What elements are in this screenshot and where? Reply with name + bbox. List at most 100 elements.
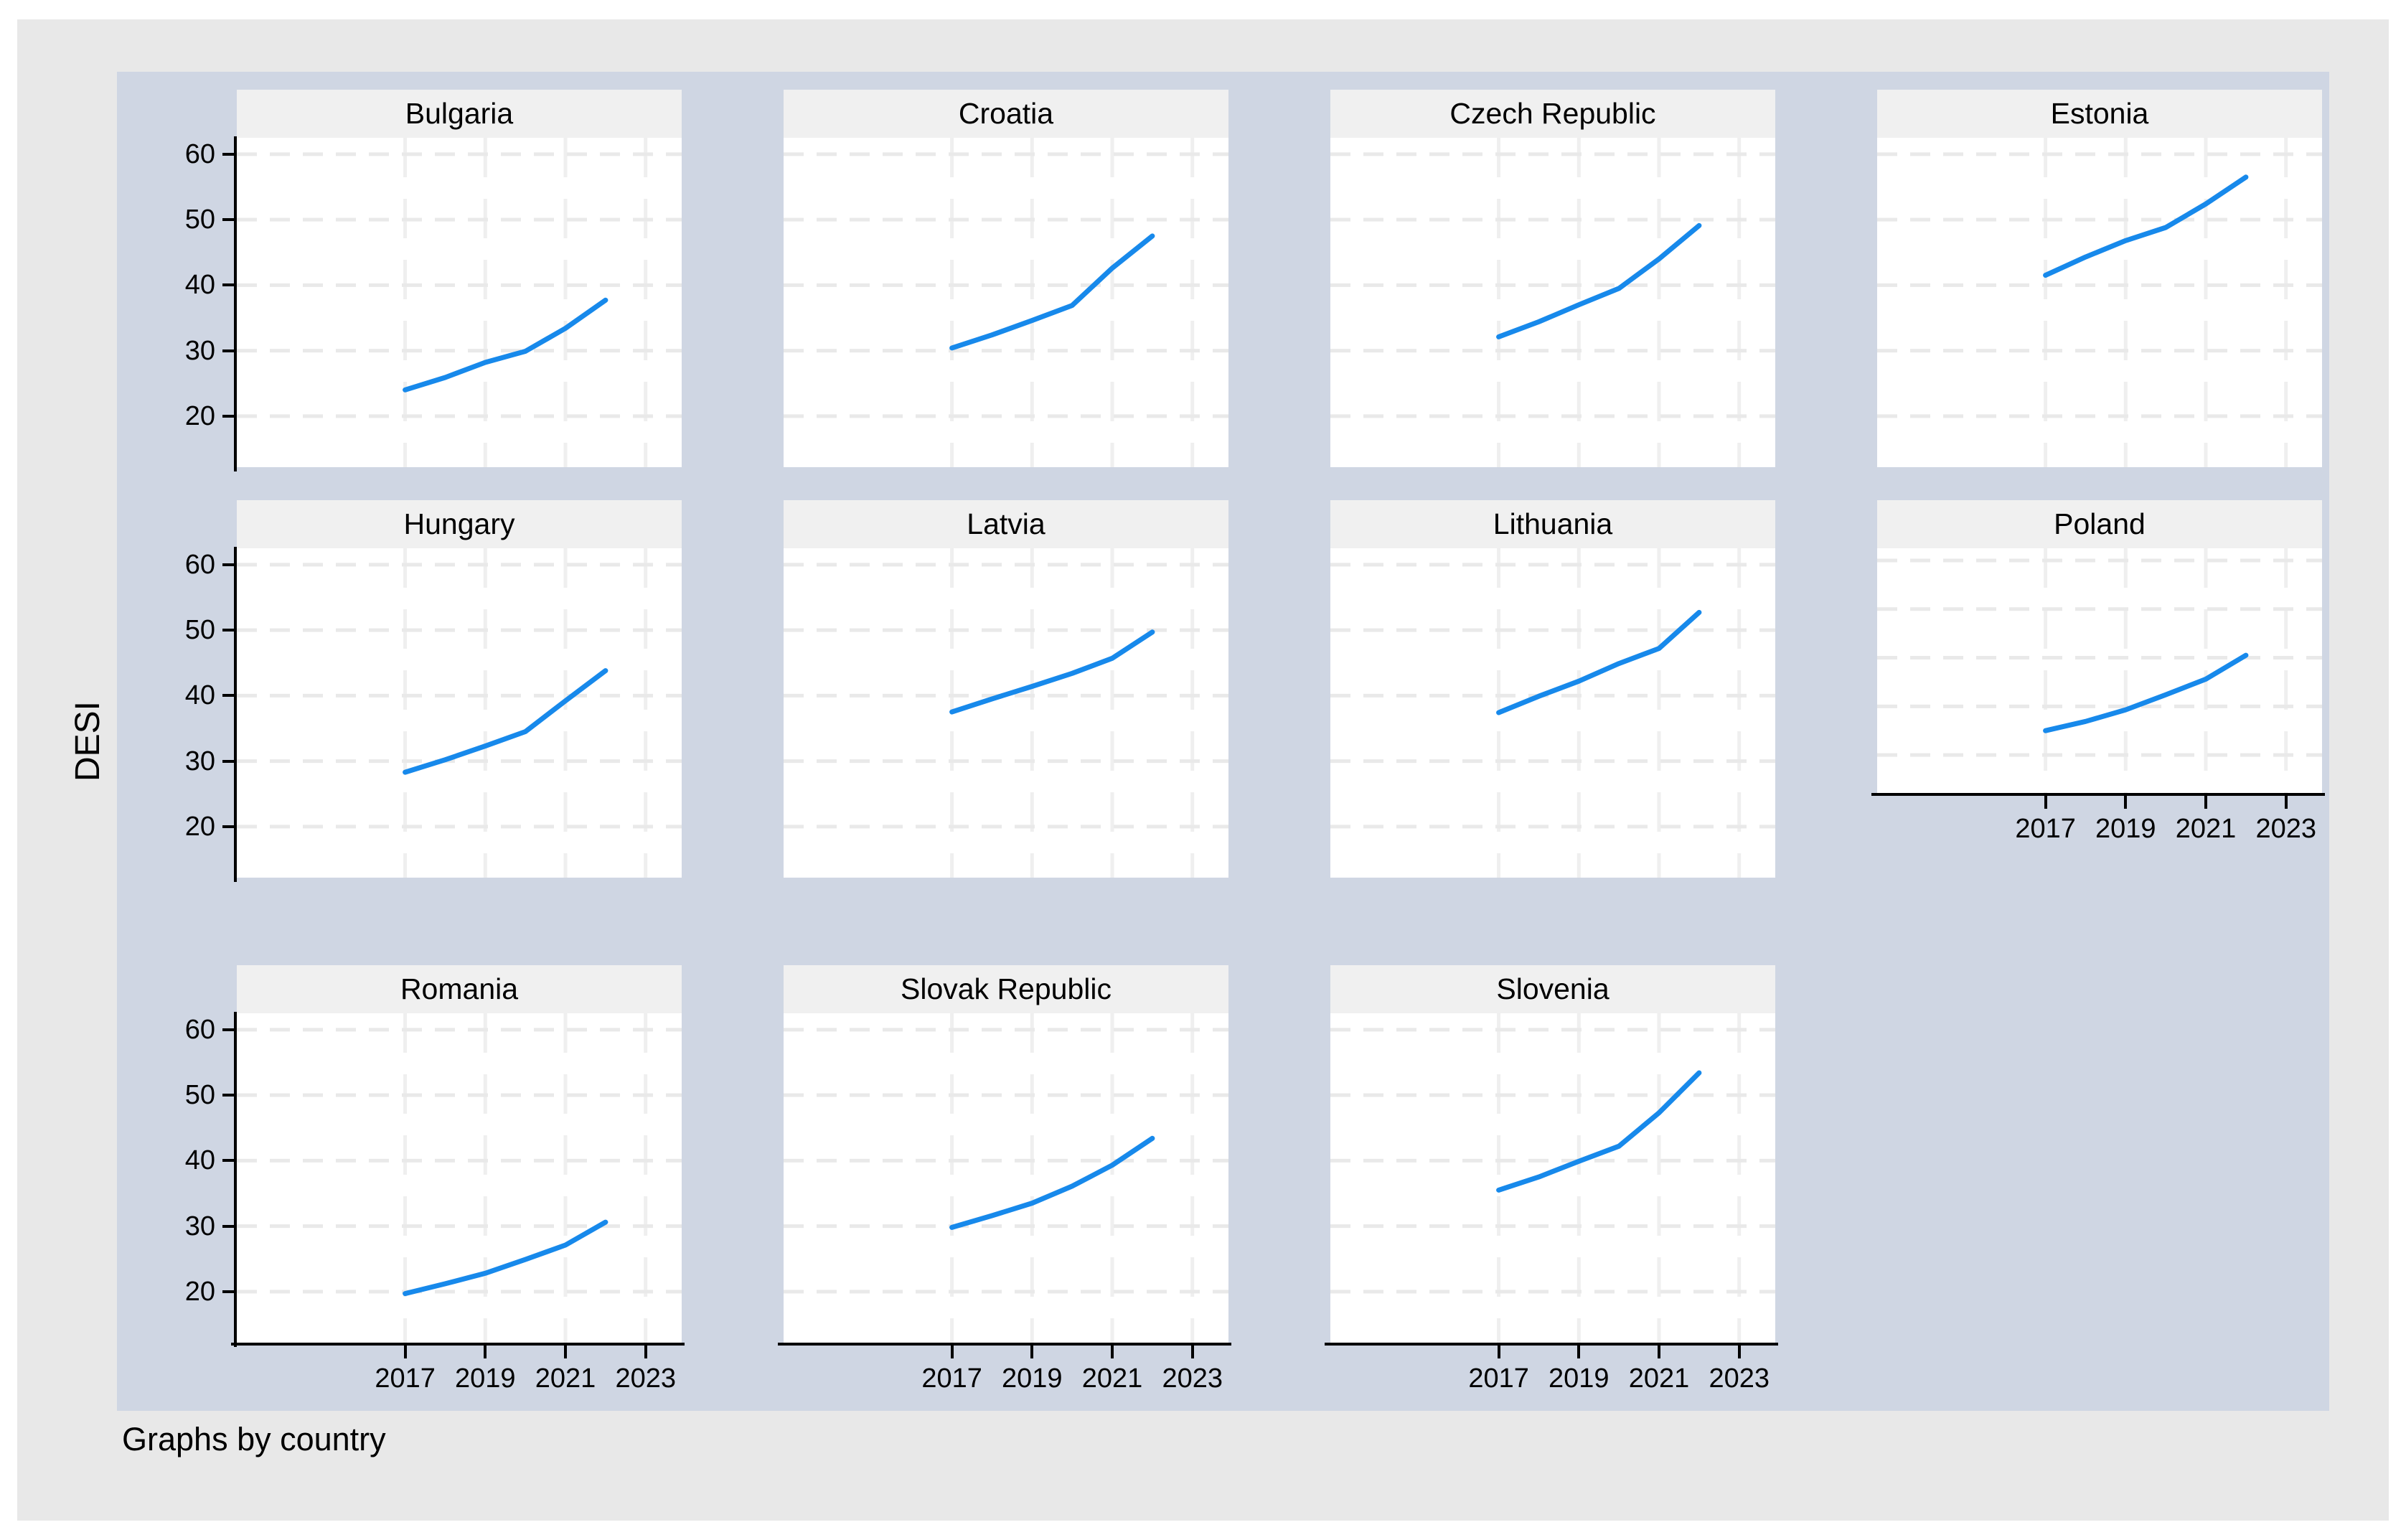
footer-note: Graphs by country: [122, 1421, 386, 1457]
x-tick-mark: [564, 1346, 568, 1358]
x-tick-label: 2023: [1709, 1363, 1770, 1394]
panel-title-latvia: Latvia: [967, 507, 1045, 540]
plot-area-bulgaria: [237, 138, 682, 467]
desi-line-bulgaria: [403, 297, 608, 393]
panel-header-poland: Poland: [1877, 500, 2322, 548]
y-tick-label: 30: [184, 1211, 215, 1241]
x-tick-label: 2017: [921, 1363, 982, 1394]
x-tick-label: 2021: [535, 1363, 596, 1394]
panel-plot-estonia: [1877, 138, 2322, 467]
panel-plot-bulgaria: [237, 138, 682, 467]
y-axis-line: [234, 136, 237, 471]
desi-line-latvia: [949, 629, 1155, 715]
panel-plot-hungary: [237, 548, 682, 878]
panel-header-czech-republic: Czech Republic: [1330, 90, 1775, 138]
x-tick-label: 2023: [2255, 814, 2316, 844]
plot-area-croatia: [784, 138, 1228, 467]
x-axis-line: [1325, 1343, 1778, 1346]
x-tick-mark: [484, 1346, 487, 1358]
x-tick-mark: [1030, 1346, 1034, 1358]
y-tick-mark: [222, 152, 237, 156]
y-axis-line: [234, 1012, 237, 1347]
x-axis-line: [1871, 793, 2325, 796]
panel-plot-czech-republic: [1330, 138, 1775, 467]
y-tick-label: 20: [184, 400, 215, 431]
x-tick-label: 2023: [615, 1363, 676, 1394]
panel-title-bulgaria: Bulgaria: [405, 97, 514, 130]
y-tick-label: 30: [184, 746, 215, 776]
x-tick-mark: [1190, 1346, 1194, 1358]
x-axis-line: [778, 1343, 1231, 1346]
desi-line-croatia: [949, 233, 1155, 351]
x-tick-label: 2019: [1002, 1363, 1063, 1394]
y-tick-label: 60: [184, 1014, 215, 1045]
y-tick-label: 40: [184, 1145, 215, 1176]
y-tick-label: 50: [184, 615, 215, 646]
y-tick-mark: [222, 349, 237, 352]
panel-plot-lithuania: [1330, 548, 1775, 878]
x-tick-mark: [2044, 796, 2047, 809]
panel-plot-slovenia: [1330, 1013, 1775, 1343]
plot-area-estonia: [1877, 138, 2322, 467]
y-tick-label: 20: [184, 1276, 215, 1307]
panel-title-lithuania: Lithuania: [1493, 507, 1613, 540]
panel-title-slovenia: Slovenia: [1496, 972, 1610, 1005]
desi-line-czech-republic: [1496, 222, 1702, 339]
panel-header-latvia: Latvia: [784, 500, 1228, 548]
plot-area-poland: [1877, 548, 2322, 793]
panel-plot-poland: [1877, 548, 2322, 793]
x-tick-mark: [2124, 796, 2128, 809]
plot-area-czech-republic: [1330, 138, 1775, 467]
panel-header-slovenia: Slovenia: [1330, 965, 1775, 1013]
y-tick-mark: [222, 759, 237, 763]
panel-header-slovak-republic: Slovak Republic: [784, 965, 1228, 1013]
y-tick-mark: [222, 1028, 237, 1031]
panel-title-poland: Poland: [2054, 507, 2146, 540]
plot-area-slovenia: [1330, 1013, 1775, 1343]
panel-title-czech-republic: Czech Republic: [1449, 97, 1656, 130]
panel-title-slovak-republic: Slovak Republic: [901, 972, 1112, 1005]
panel-title-romania: Romania: [400, 972, 519, 1005]
desi-line-hungary: [403, 668, 608, 775]
plot-area-lithuania: [1330, 548, 1775, 878]
x-tick-mark: [1497, 1346, 1500, 1358]
plot-area-romania: [237, 1013, 682, 1343]
y-tick-mark: [222, 218, 237, 222]
panel-header-hungary: Hungary: [237, 500, 682, 548]
y-tick-label: 60: [184, 549, 215, 580]
x-tick-mark: [1737, 1346, 1741, 1358]
x-tick-mark: [2284, 796, 2288, 809]
desi-line-romania: [403, 1219, 608, 1297]
panel-title-croatia: Croatia: [958, 97, 1054, 130]
panel-header-croatia: Croatia: [784, 90, 1228, 138]
y-tick-mark: [222, 563, 237, 566]
y-axis-line: [234, 547, 237, 882]
y-tick-label: 50: [184, 1080, 215, 1111]
panel-title-estonia: Estonia: [2050, 97, 2149, 130]
x-tick-mark: [403, 1346, 407, 1358]
panel-plot-latvia: [784, 548, 1228, 878]
x-tick-label: 2017: [2015, 814, 2076, 844]
y-axis-title: DESI: [69, 700, 107, 782]
y-tick-mark: [222, 1159, 237, 1163]
panel-header-bulgaria: Bulgaria: [237, 90, 682, 138]
y-tick-mark: [222, 1290, 237, 1293]
plot-area-slovak-republic: [784, 1013, 1228, 1343]
x-tick-label: 2021: [1081, 1363, 1143, 1394]
y-tick-label: 60: [184, 138, 215, 169]
panel-plot-slovak-republic: [784, 1013, 1228, 1343]
y-tick-mark: [222, 414, 237, 418]
desi-line-lithuania: [1496, 609, 1702, 715]
plot-area-latvia: [784, 548, 1228, 878]
y-tick-mark: [222, 694, 237, 698]
x-tick-mark: [950, 1346, 954, 1358]
y-tick-mark: [222, 629, 237, 632]
x-tick-mark: [1111, 1346, 1114, 1358]
panel-header-romania: Romania: [237, 965, 682, 1013]
desi-line-slovenia: [1496, 1070, 1702, 1193]
y-tick-label: 40: [184, 680, 215, 711]
x-axis-line: [231, 1343, 685, 1346]
panel-plot-romania: [237, 1013, 682, 1343]
y-tick-label: 20: [184, 811, 215, 842]
